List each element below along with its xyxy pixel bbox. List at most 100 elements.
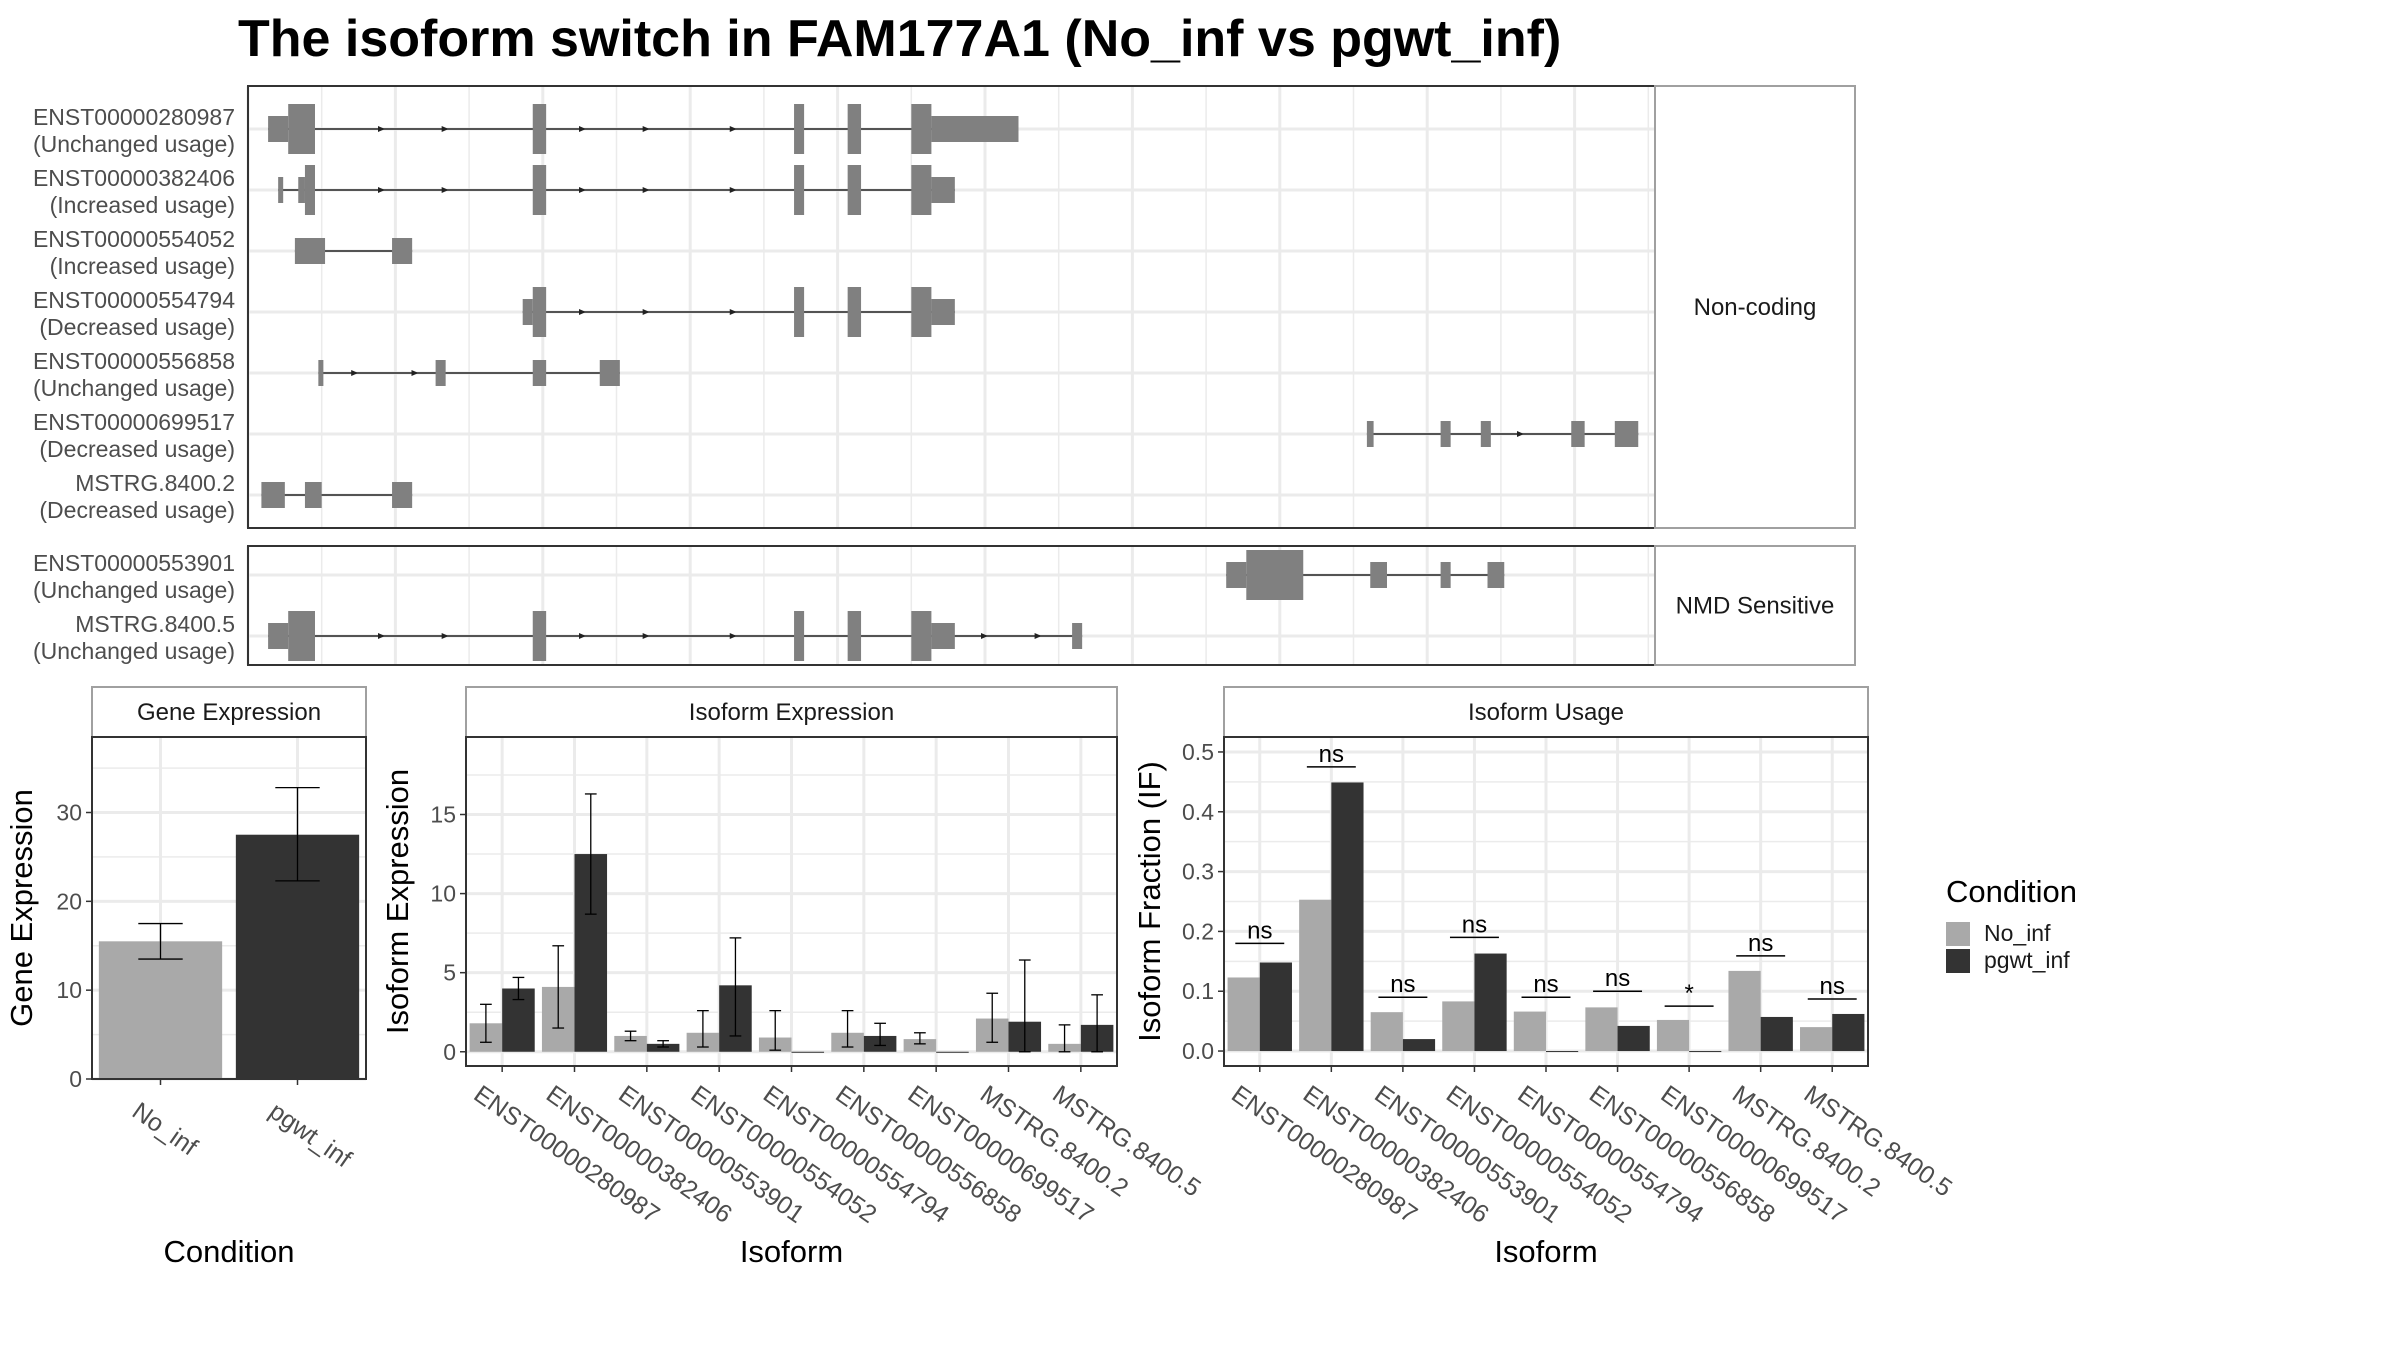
isoform-label: ENST00000553901 <box>33 550 235 576</box>
isoform_expression-bar <box>936 1051 969 1053</box>
isoform_expression-x-axis-title: Isoform <box>740 1234 843 1269</box>
isoform_usage-bar <box>1370 1012 1403 1052</box>
noncoding-exon <box>931 623 955 649</box>
facet-label: NMD Sensitive <box>1676 593 1835 620</box>
noncoding-exon <box>532 360 547 386</box>
usage-label: (Increased usage) <box>50 253 235 279</box>
coding-exon <box>794 165 805 215</box>
usage-label: (Unchanged usage) <box>33 638 235 664</box>
coding-exon <box>794 611 805 661</box>
isoform_usage-bar <box>1442 1001 1475 1052</box>
isoform_usage-bar <box>1227 977 1260 1052</box>
noncoding-exon <box>1226 562 1247 588</box>
isoform-label: MSTRG.8400.5 <box>75 611 235 637</box>
isoform_usage-signif-label: ns <box>1462 911 1487 938</box>
isoform_expression-y-tick-label: 5 <box>443 960 456 986</box>
noncoding-exon <box>1366 421 1374 447</box>
isoform_expression-y-tick-label: 15 <box>430 802 456 828</box>
isoform_expression-panel-border <box>465 736 1118 1067</box>
coding-exon <box>794 287 805 337</box>
coding-exon <box>847 287 862 337</box>
gene_expression-x-tick-label: pgwt_inf <box>264 1097 356 1173</box>
gene_expression-y-axis-title: Gene Expression <box>4 789 39 1027</box>
noncoding-exon <box>318 360 324 386</box>
isoform_expression-strip-label: Isoform Expression <box>689 699 894 726</box>
noncoding-exon <box>931 116 1019 142</box>
coding-exon <box>847 165 862 215</box>
isoform_usage-signif-label: ns <box>1390 971 1415 998</box>
isoform_usage-y-tick-label: 0.2 <box>1182 918 1214 944</box>
coding-exon <box>911 165 932 215</box>
isoform_usage-y-axis-title: Isoform Fraction (IF) <box>1132 761 1167 1042</box>
isoform_expression-bar <box>903 1039 937 1052</box>
isoform_usage-bar <box>1299 899 1332 1052</box>
legend-label: pgwt_inf <box>1984 947 2070 973</box>
figure-title: The isoform switch in FAM177A1 (No_inf v… <box>238 10 1561 68</box>
isoform-label: MSTRG.8400.2 <box>75 470 235 496</box>
isoform_usage-y-tick-label: 0.0 <box>1182 1038 1214 1064</box>
strand-arrow <box>729 187 737 193</box>
noncoding-exon <box>1571 421 1585 447</box>
isoform-label: ENST00000554794 <box>33 287 235 313</box>
coding-exon <box>847 104 862 154</box>
isoform_usage-bar <box>1331 782 1364 1052</box>
strand-arrow <box>441 633 449 639</box>
isoform_usage-y-tick-label: 0.4 <box>1182 799 1214 825</box>
isoform_expression-y-axis-title: Isoform Expression <box>380 769 415 1034</box>
usage-label: (Unchanged usage) <box>33 375 235 401</box>
coding-exon <box>911 104 932 154</box>
noncoding-exon <box>304 482 322 508</box>
coding-exon <box>847 611 862 661</box>
isoform_usage-y-tick-label: 0.5 <box>1182 739 1214 765</box>
gene_expression-x-axis-title: Condition <box>164 1234 295 1269</box>
coding-exon <box>911 287 932 337</box>
coding-exon <box>532 287 547 337</box>
isoform_expression-bar <box>791 1051 825 1053</box>
strand-arrow <box>642 309 650 315</box>
isoform_usage-bar <box>1760 1016 1793 1052</box>
strand-arrow <box>642 633 650 639</box>
isoform_usage-bar <box>1656 1019 1690 1052</box>
isoform_usage-bar <box>1728 970 1761 1052</box>
noncoding-exon <box>1480 421 1491 447</box>
gene_expression-panel-border <box>91 736 367 1080</box>
noncoding-exon <box>522 299 533 325</box>
legend-swatch <box>1946 949 1970 973</box>
facet-label: Non-coding <box>1694 294 1817 321</box>
isoform_usage-signif-label: ns <box>1820 973 1845 1000</box>
strand-arrow <box>1034 633 1042 639</box>
legend-label: No_inf <box>1984 920 2051 946</box>
coding-exon <box>532 104 547 154</box>
noncoding-exon <box>392 482 413 508</box>
strand-arrow <box>1517 431 1524 437</box>
isoform_usage-bar <box>1474 953 1507 1052</box>
isoform_usage-y-tick-label: 0.3 <box>1182 859 1214 885</box>
usage-label: (Decreased usage) <box>39 314 235 340</box>
isoform_usage-panel-border <box>1223 736 1869 1067</box>
legend-title: Condition <box>1946 874 2077 909</box>
noncoding-exon <box>1487 562 1505 588</box>
isoform_usage-strip-label: Isoform Usage <box>1468 699 1624 726</box>
isoform_expression-bar <box>614 1035 647 1052</box>
gene_expression-strip-label: Gene Expression <box>137 699 321 726</box>
isoform_usage-bar <box>1259 962 1292 1052</box>
isoform_usage-bar <box>1546 1051 1579 1053</box>
isoform_usage-bar <box>1800 1027 1833 1052</box>
isoform-label: ENST00000382406 <box>33 165 235 191</box>
noncoding-exon <box>268 623 289 649</box>
isoform_usage-signif-label: ns <box>1319 741 1344 768</box>
coding-exon <box>288 104 315 154</box>
coding-exon <box>1246 550 1304 600</box>
strand-arrow <box>729 126 737 132</box>
usage-label: (Unchanged usage) <box>33 131 235 157</box>
coding-exon <box>288 611 315 661</box>
legend-swatch <box>1946 922 1970 946</box>
isoform_usage-bar <box>1617 1025 1650 1052</box>
coding-exon <box>794 104 805 154</box>
strand-arrow <box>642 187 650 193</box>
strand-arrow <box>579 633 586 639</box>
isoform_usage-bar <box>1585 1007 1618 1052</box>
gene_expression-y-tick-label: 0 <box>69 1066 82 1092</box>
